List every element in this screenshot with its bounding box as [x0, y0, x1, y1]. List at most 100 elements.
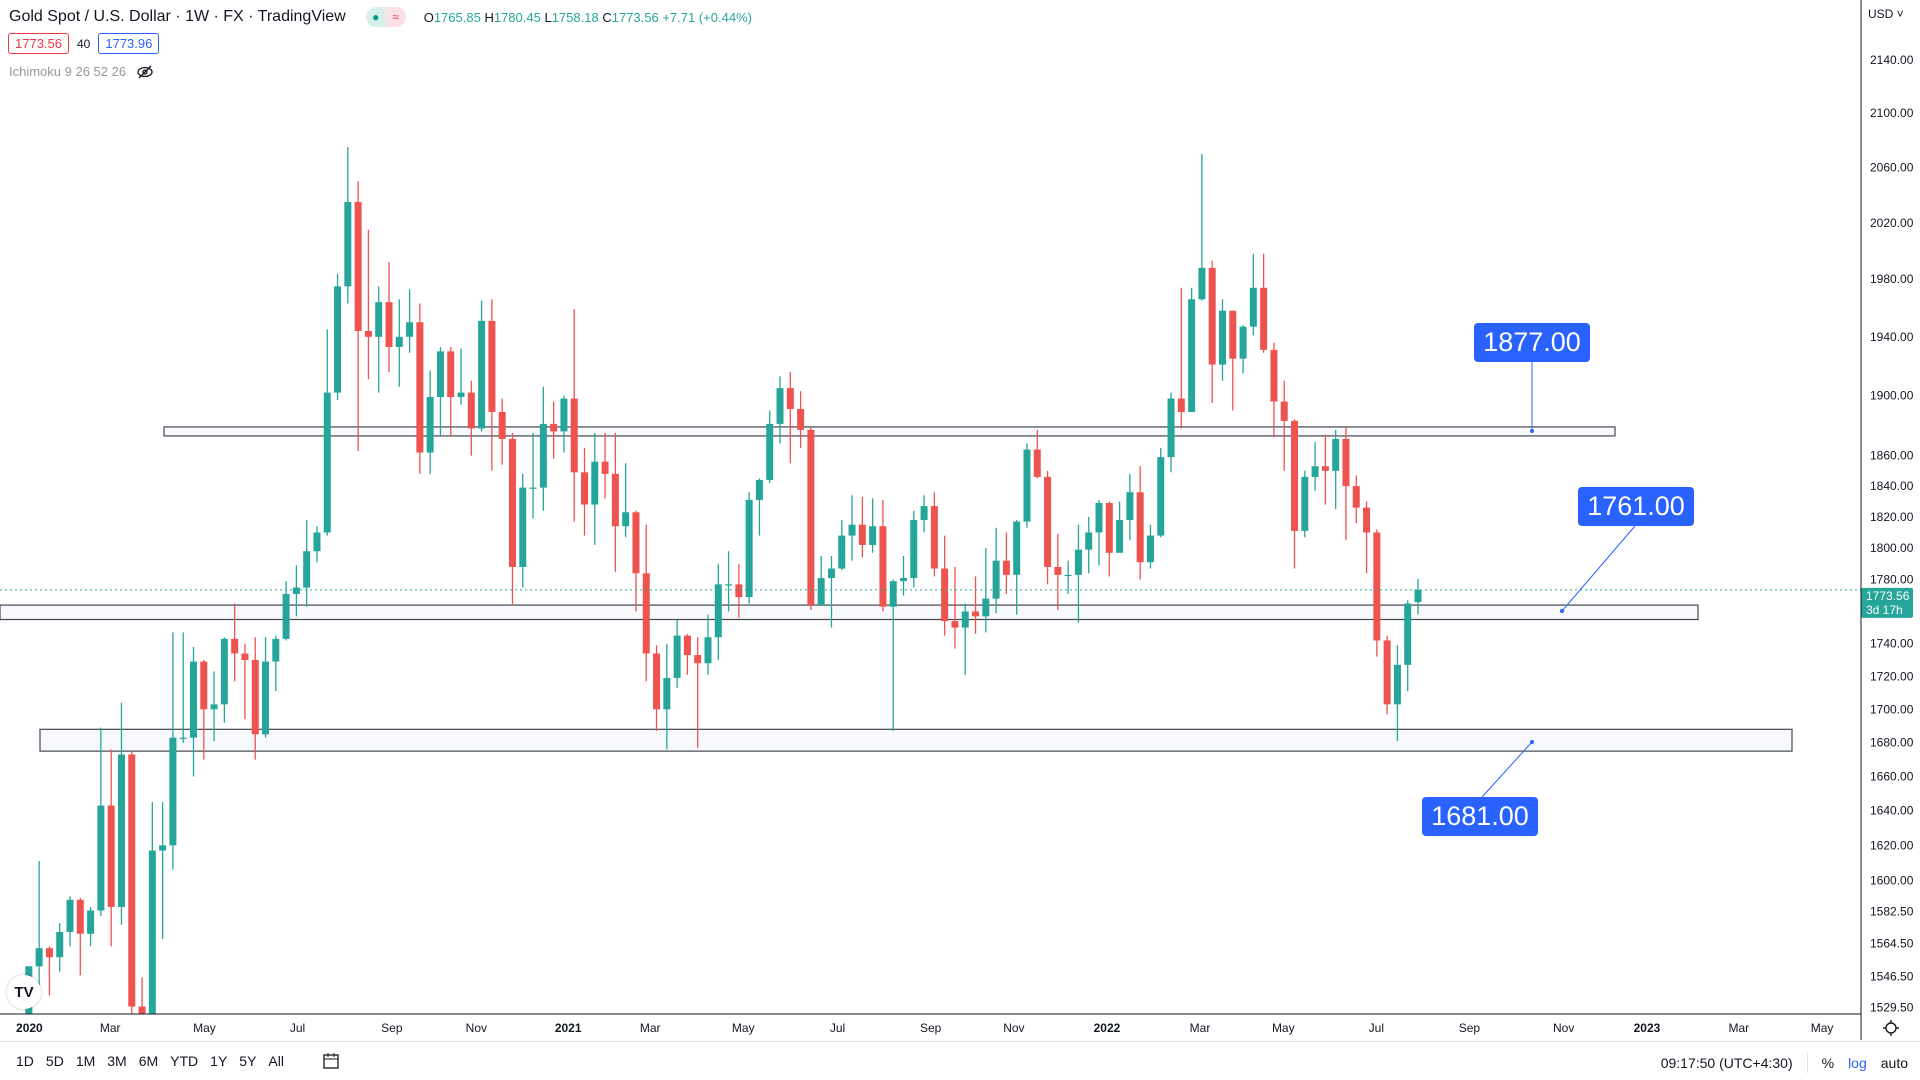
candle-body: [1105, 502, 1113, 553]
price-zone-rectangle[interactable]: [0, 604, 1699, 621]
candle-body: [1239, 326, 1247, 359]
candle: [1218, 299, 1226, 381]
time-tick-label: Jul: [1369, 1021, 1384, 1035]
candle-body: [817, 578, 825, 606]
symbol-title[interactable]: Gold Spot / U.S. Dollar · 1W · FX · Trad…: [9, 8, 346, 25]
range-button-5y[interactable]: 5Y: [239, 1053, 257, 1069]
candle: [272, 635, 280, 692]
candle-body: [1229, 310, 1237, 359]
candle-body: [231, 638, 239, 654]
candle: [344, 147, 352, 304]
time-axis[interactable]: 2020 Mar May Jul Sep Nov 2021 Mar May Jul Sep Nov 20…: [16, 1021, 1833, 1035]
callout-anchor-point[interactable]: [1530, 740, 1534, 744]
candle: [1095, 499, 1103, 566]
percent-scale-toggle[interactable]: %: [1821, 1055, 1835, 1071]
date-range-calendar-icon[interactable]: [322, 1052, 340, 1070]
candle-body: [436, 351, 444, 398]
candle-body: [148, 850, 156, 1014]
range-button-1d[interactable]: 1D: [16, 1053, 34, 1069]
time-tick-label: 2020: [16, 1021, 43, 1035]
candle: [241, 643, 249, 720]
candle: [725, 551, 733, 612]
currency-selector[interactable]: USD ˅: [1868, 7, 1904, 21]
auto-scale-toggle[interactable]: auto: [1880, 1055, 1908, 1071]
price-zone-rectangle[interactable]: [39, 728, 1793, 752]
callout-label-box[interactable]: [1578, 487, 1694, 526]
zones-layer: [0, 426, 1793, 752]
range-button-3m[interactable]: 3M: [107, 1053, 127, 1069]
tradingview-logo-icon[interactable]: TV: [7, 975, 41, 1009]
eye-hidden-icon[interactable]: [136, 65, 154, 79]
candle: [900, 555, 907, 596]
price-tick-label: 1820.00: [1870, 510, 1914, 524]
candle: [838, 520, 846, 571]
candle-body: [755, 479, 763, 500]
ichimoku-indicator-label[interactable]: Ichimoku 9 26 52 26: [9, 64, 127, 79]
candle-body: [344, 201, 352, 287]
callout-anchor-point[interactable]: [1560, 609, 1564, 613]
change-value: +7.71 (+0.44%): [662, 9, 752, 25]
callout-label-box[interactable]: [1474, 323, 1590, 362]
candle-body: [220, 638, 228, 705]
candle-body: [550, 423, 558, 432]
price-tick-label: 1940.00: [1870, 330, 1914, 344]
settings-gear-icon[interactable]: [1883, 1020, 1899, 1036]
log-scale-toggle[interactable]: log: [1848, 1055, 1867, 1071]
candle: [159, 802, 167, 940]
candle-body: [1044, 476, 1052, 567]
candle-body: [1260, 287, 1268, 350]
candle: [385, 262, 393, 372]
price-zone-rectangle[interactable]: [163, 426, 1616, 437]
candle-body: [138, 1006, 146, 1014]
candle-body: [961, 611, 969, 628]
price-axis[interactable]: 2140.00 2100.00 2060.00 2020.00 1980.00 1940.…: [1870, 53, 1914, 1014]
candle: [1301, 470, 1309, 538]
price-tick-label: 1740.00: [1870, 637, 1914, 651]
candle-body: [128, 754, 136, 1007]
range-button-1m[interactable]: 1M: [75, 1053, 96, 1069]
candle: [231, 603, 239, 682]
candle: [920, 495, 928, 533]
candle: [1033, 429, 1041, 479]
callout-label-box[interactable]: [1422, 797, 1538, 836]
candle: [375, 286, 383, 393]
candle-body: [1074, 549, 1082, 575]
candle: [529, 432, 537, 519]
candle-body: [879, 526, 887, 607]
market-status[interactable]: ● ≈: [365, 7, 406, 27]
candle-body: [622, 512, 630, 527]
candle: [611, 432, 619, 572]
candle: [97, 727, 105, 916]
candle-body: [529, 487, 537, 489]
candle-body: [900, 578, 907, 582]
range-button-all[interactable]: All: [268, 1053, 284, 1069]
range-button-ytd[interactable]: YTD: [170, 1053, 199, 1069]
candle-body: [1249, 287, 1257, 327]
candle: [498, 398, 506, 465]
candle-body: [189, 661, 197, 738]
candle-body: [560, 398, 568, 432]
candle: [323, 329, 331, 536]
callout-anchor-point[interactable]: [1530, 429, 1534, 433]
candle-body: [385, 302, 393, 347]
candle: [148, 802, 156, 1014]
range-button-5d[interactable]: 5D: [45, 1053, 64, 1069]
candle-body: [745, 499, 753, 598]
range-button-6m[interactable]: 6M: [138, 1053, 159, 1069]
sell-price-button[interactable]: 1773.56: [8, 33, 69, 54]
candle: [869, 498, 877, 553]
candle-body: [1054, 566, 1062, 575]
candle-body: [76, 899, 84, 934]
clock-timezone[interactable]: 09:17:50 (UTC+4:30): [1660, 1055, 1793, 1071]
candle: [210, 671, 218, 742]
candle: [1363, 501, 1371, 574]
candle-body: [1002, 560, 1010, 575]
candle-body: [797, 408, 805, 430]
candle: [1321, 434, 1329, 505]
candle: [436, 346, 444, 436]
candle: [972, 576, 980, 635]
candle: [591, 432, 599, 545]
range-button-1y[interactable]: 1Y: [210, 1053, 228, 1069]
buy-price-button[interactable]: 1773.96: [98, 33, 160, 54]
